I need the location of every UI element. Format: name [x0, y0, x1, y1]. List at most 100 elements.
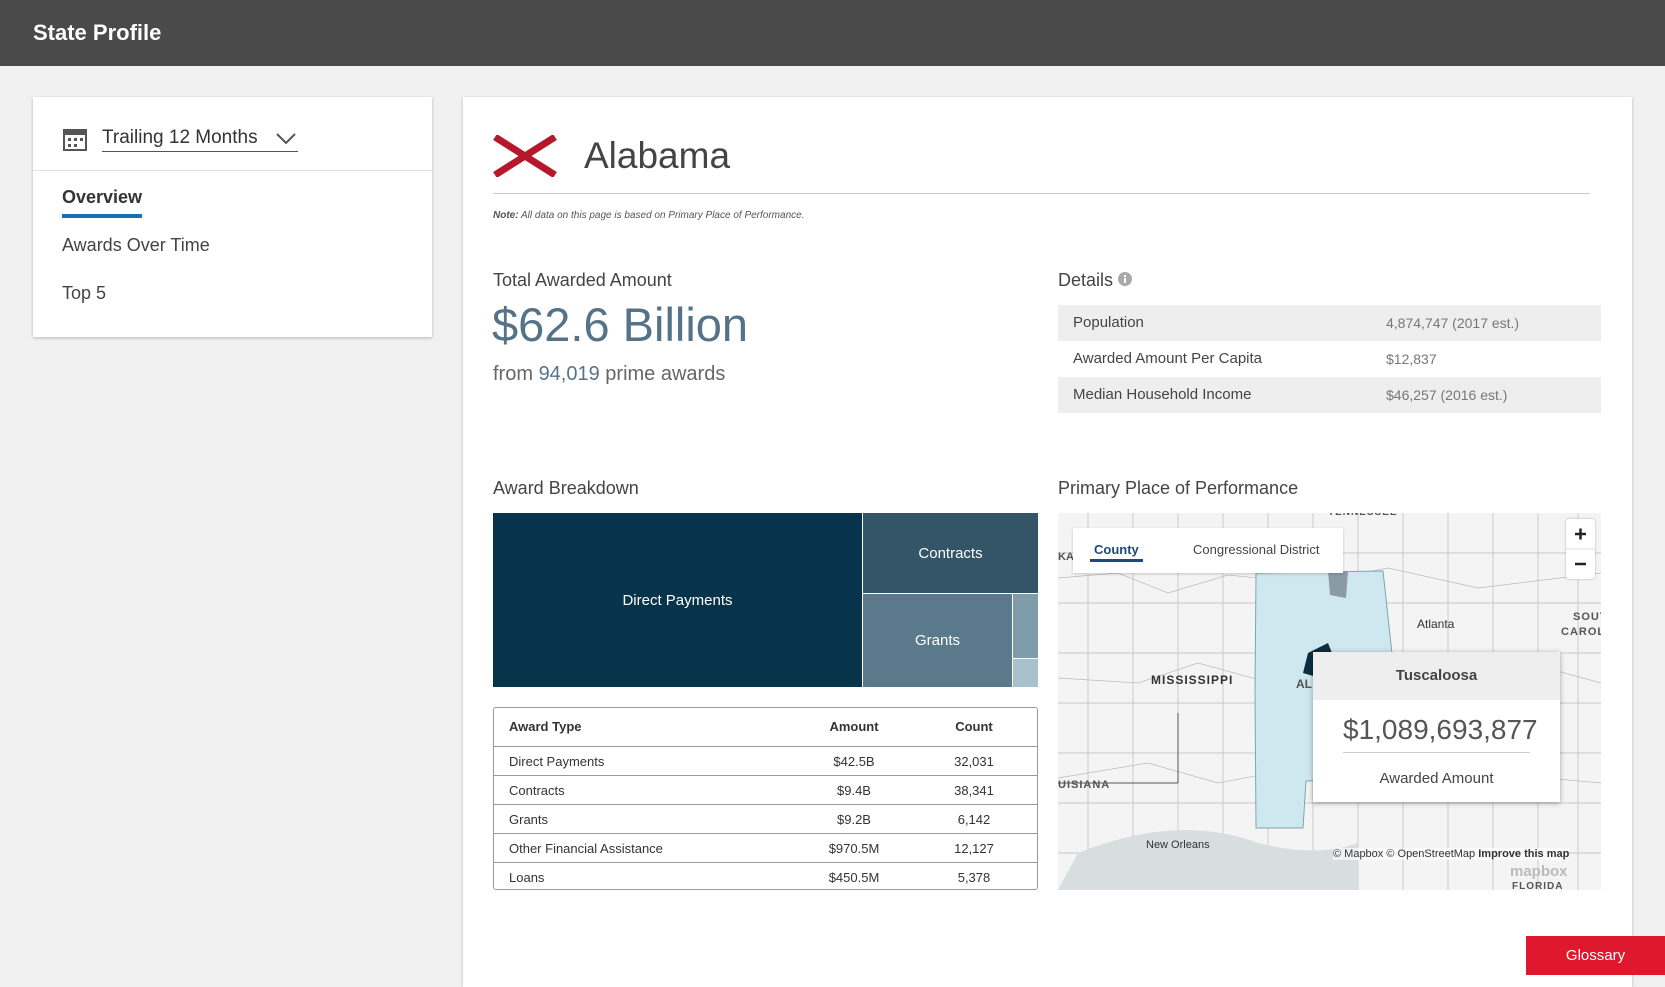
details-value: $46,257 (2016 est.) — [1386, 387, 1508, 403]
table-cell: Direct Payments — [509, 754, 605, 769]
table-row: Grants $9.2B 6,142 — [494, 804, 1037, 834]
label: Grants — [914, 632, 960, 649]
sidebar: Trailing 12 Months Overview Awards Over … — [33, 97, 432, 337]
map-label: CAROL — [1561, 626, 1601, 638]
improve-link[interactable]: Improve this map — [1478, 848, 1570, 860]
table-row: Direct Payments $42.5B 32,031 — [494, 746, 1037, 776]
tooltip-title: Tuscaloosa — [1313, 652, 1560, 700]
table-cell: $42.5B — [833, 754, 875, 769]
main-card: Alabama Note: All data on this page is b… — [463, 97, 1632, 987]
map-label: UISIANA — [1058, 779, 1111, 791]
zoom-control — [1566, 519, 1595, 579]
map-label: New Orleans — [1146, 839, 1210, 851]
map-label: TENNESSEE — [1328, 513, 1398, 518]
details-label: Awarded Amount Per Capita — [1073, 350, 1263, 367]
map-label: AL — [1296, 677, 1312, 691]
map-label: FLORIDA — [1512, 881, 1564, 890]
breakdown-table: Award Type Amount Count Direct Payments $42.… — [493, 707, 1038, 890]
table-header: Award Type Amount Count — [494, 708, 1037, 746]
map[interactable]: TENNESSEE MISSISSIPPI Atlanta SOUT CAROL… — [1058, 513, 1601, 890]
treemap-cell[interactable]: Direct Payments — [493, 513, 862, 687]
column-header: Award Type — [509, 719, 582, 734]
details-row: Population 4,874,747 (2017 est.) — [1058, 305, 1601, 341]
table-row: Contracts $9.4B 38,341 — [494, 775, 1037, 805]
text: Details — [1058, 270, 1114, 290]
table-cell: Grants — [509, 812, 549, 827]
divider — [33, 170, 432, 171]
flag — [493, 135, 557, 177]
map-label: SOUT — [1573, 611, 1601, 623]
mapbox-logo[interactable]: mapbox — [1510, 863, 1568, 880]
details-label: Population — [1073, 314, 1144, 331]
total-amount: $62.6 Billion — [492, 298, 749, 351]
text: © Mapbox © OpenStreetMap — [1333, 848, 1476, 860]
map-title: Primary Place of Performance — [1058, 478, 1299, 498]
details-value: 4,874,747 (2017 est.) — [1386, 315, 1520, 331]
table-cell: Loans — [509, 870, 545, 885]
table-cell: $9.4B — [837, 783, 871, 798]
map-label: MISSISSIPPI — [1151, 673, 1234, 687]
tab[interactable]: Congressional District — [1193, 542, 1320, 557]
table-cell: Other Financial Assistance — [509, 841, 663, 856]
table-row: Loans $450.5M 5,378 — [494, 862, 1037, 892]
details-row: Median Household Income $46,257 (2016 est… — [1058, 377, 1601, 413]
tooltip: Tuscaloosa $1,089,693,877 Awarded Amount — [1313, 652, 1560, 802]
glossary-button[interactable]: Glossary — [1526, 936, 1665, 975]
table-cell: $450.5M — [828, 870, 880, 885]
table-cell: 38,341 — [954, 783, 994, 798]
tab[interactable]: County — [1090, 542, 1143, 562]
nav-item[interactable]: Top 5 — [62, 283, 107, 303]
period-text: Trailing 12 Months — [102, 127, 258, 148]
details-value: $12,837 — [1386, 351, 1437, 367]
chevron — [275, 133, 296, 145]
header: State Profile — [0, 0, 1665, 66]
text: prime awards — [605, 363, 726, 385]
text: from — [493, 363, 533, 385]
info-icon[interactable] — [1118, 272, 1133, 286]
breakdown-title: Award Breakdown — [493, 478, 639, 498]
note: Note: All data on this page is based on … — [493, 210, 804, 221]
column-header: Count — [955, 719, 993, 734]
label: Contracts — [918, 544, 983, 562]
column-header: Amount — [829, 719, 879, 734]
details-table: Population 4,874,747 (2017 est.) Awarded A… — [1058, 305, 1601, 413]
treemap-cell[interactable] — [1013, 659, 1038, 687]
header-title: State Profile — [33, 20, 162, 45]
note-text: All data on this page is based on Primar… — [520, 210, 805, 221]
treemap-cell[interactable] — [1013, 594, 1038, 658]
table-cell: 5,378 — [957, 870, 991, 885]
divider — [493, 193, 1590, 194]
nav-item[interactable]: Awards Over Time — [62, 235, 210, 255]
note-label: Note: — [493, 210, 519, 221]
state-name: Alabama — [584, 135, 731, 176]
total-sub: from 94,019 prime awards — [493, 363, 725, 386]
treemap-cell[interactable]: Contracts — [863, 513, 1038, 593]
calendar-icon — [63, 129, 87, 151]
details-row: Awarded Amount Per Capita $12,837 — [1058, 341, 1601, 377]
label: Direct Payments — [622, 591, 733, 609]
map-tabs: County Congressional District — [1073, 528, 1343, 573]
period-select[interactable]: Trailing 12 Months — [102, 127, 298, 152]
table-cell: $9.2B — [837, 812, 871, 827]
treemap: Direct Payments Contracts Grants — [493, 513, 1038, 687]
table-cell: 32,031 — [954, 754, 994, 769]
details-label: Median Household Income — [1073, 386, 1252, 403]
table-row: Other Financial Assistance $970.5M 12,127 — [494, 833, 1037, 863]
details-title: Details — [1058, 270, 1133, 291]
table-cell: Contracts — [509, 783, 565, 798]
nav-item[interactable]: Overview — [62, 187, 143, 218]
total-title: Total Awarded Amount — [493, 270, 672, 290]
map-label: KA — [1058, 551, 1074, 563]
tooltip-amount: $1,089,693,877 — [1343, 714, 1538, 753]
treemap-cell[interactable]: Grants — [863, 594, 1012, 687]
attribution: © Mapbox © OpenStreetMap Improve this ma… — [1333, 848, 1570, 860]
table-cell: 6,142 — [957, 812, 991, 827]
table-cell: $970.5M — [828, 841, 880, 856]
label: Glossary — [1565, 947, 1626, 964]
tooltip-label: Awarded Amount — [1379, 770, 1494, 787]
table-cell: 12,127 — [954, 841, 994, 856]
award-count: 94,019 — [538, 363, 600, 385]
zoom-buttons[interactable] — [1566, 519, 1595, 579]
map-label: Atlanta — [1417, 617, 1455, 631]
